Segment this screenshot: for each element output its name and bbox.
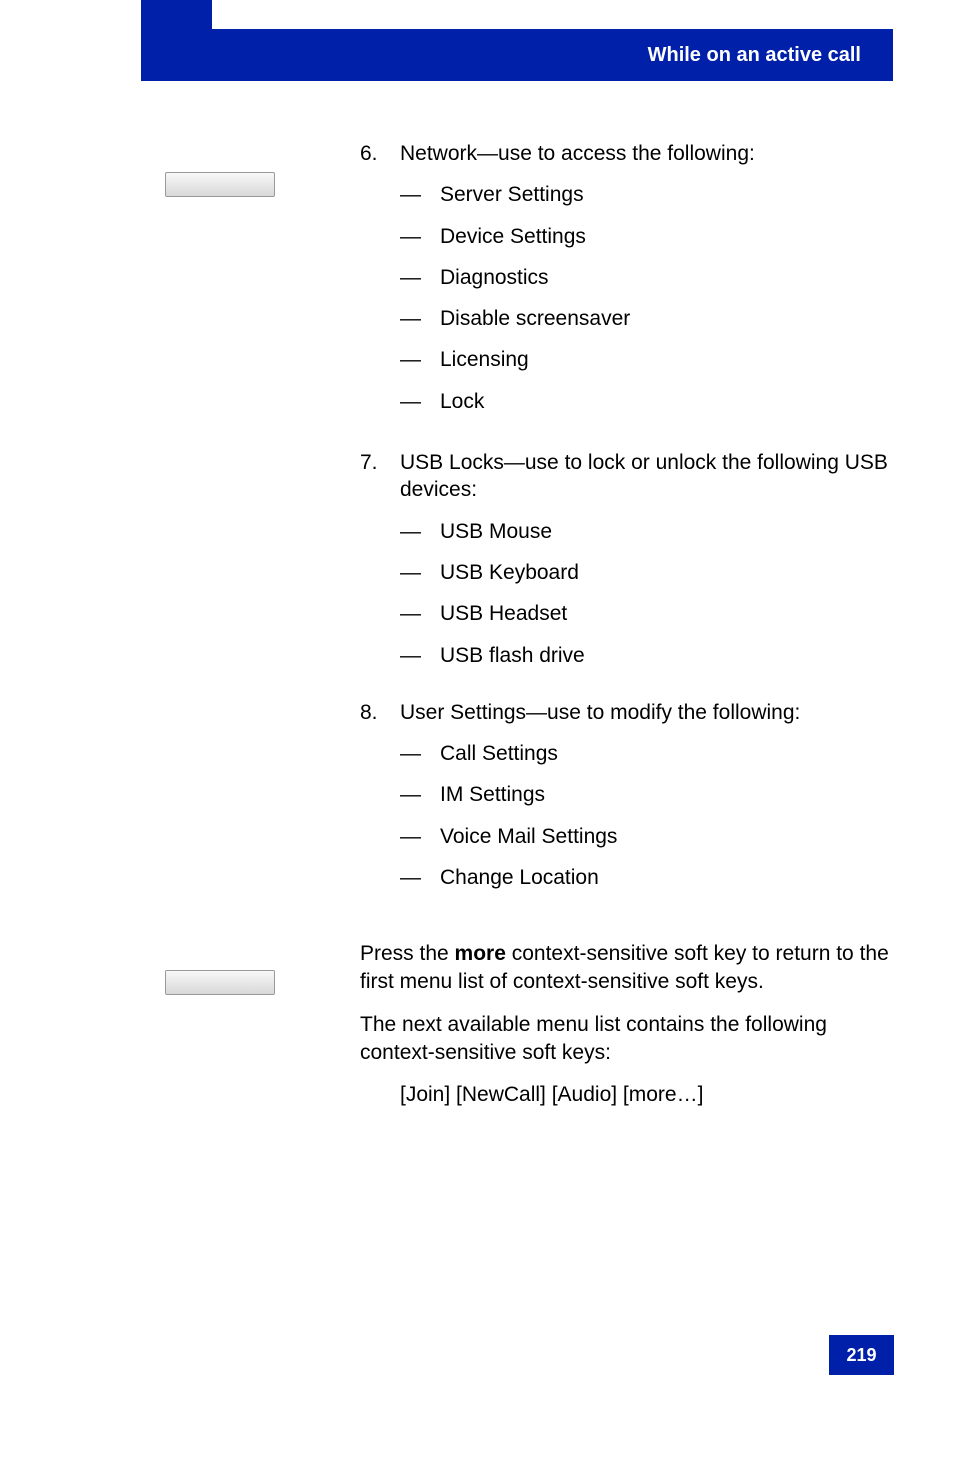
sub-list-6: — Server Settings — Device Settings — Di… bbox=[400, 181, 900, 415]
page-number: 219 bbox=[846, 1345, 876, 1366]
sub-item-text: IM Settings bbox=[440, 781, 545, 808]
sub-item: — Voice Mail Settings bbox=[400, 823, 900, 850]
sub-item-text: USB flash drive bbox=[440, 642, 585, 669]
dash-icon: — bbox=[400, 781, 440, 808]
item-number: 6. bbox=[360, 140, 400, 429]
sub-item: — Disable screensaver bbox=[400, 305, 900, 332]
sub-item-text: Call Settings bbox=[440, 740, 558, 767]
para1-prefix: Press the bbox=[360, 942, 455, 965]
list-item-7: 7. USB Locks—use to lock or unlock the f… bbox=[360, 449, 900, 683]
sub-item: — Device Settings bbox=[400, 223, 900, 250]
main-content: 6. Network—use to access the following: … bbox=[165, 140, 900, 921]
paragraph-1: Press the more context-sensitive soft ke… bbox=[360, 940, 900, 997]
item-text: Network—use to access the following: bbox=[400, 142, 755, 165]
header-title: While on an active call bbox=[648, 44, 861, 67]
sub-item-text: Voice Mail Settings bbox=[440, 823, 617, 850]
softkey-button-2[interactable] bbox=[165, 970, 275, 995]
sub-item: — Change Location bbox=[400, 864, 900, 891]
sub-item: — Lock bbox=[400, 388, 900, 415]
dash-icon: — bbox=[400, 642, 440, 669]
sub-item-text: USB Mouse bbox=[440, 518, 552, 545]
page-number-box: 219 bbox=[829, 1335, 894, 1375]
sub-item-text: USB Headset bbox=[440, 600, 567, 627]
left-blue-bar bbox=[141, 0, 212, 81]
sub-item: — USB Keyboard bbox=[400, 559, 900, 586]
sub-item-text: Device Settings bbox=[440, 223, 586, 250]
sub-item: — Server Settings bbox=[400, 181, 900, 208]
sub-item-text: USB Keyboard bbox=[440, 559, 579, 586]
sub-item-text: Change Location bbox=[440, 864, 599, 891]
sub-item-text: Server Settings bbox=[440, 181, 584, 208]
item-text: User Settings—use to modify the followin… bbox=[400, 701, 800, 724]
sub-item: — Licensing bbox=[400, 346, 900, 373]
sub-list-8: — Call Settings — IM Settings — Voice Ma… bbox=[400, 740, 900, 891]
dash-icon: — bbox=[400, 305, 440, 332]
sub-item: — Call Settings bbox=[400, 740, 900, 767]
dash-icon: — bbox=[400, 559, 440, 586]
para1-bold: more bbox=[455, 942, 506, 965]
sub-item-text: Diagnostics bbox=[440, 264, 549, 291]
sub-item: — Diagnostics bbox=[400, 264, 900, 291]
dash-icon: — bbox=[400, 264, 440, 291]
paragraph-2: The next available menu list contains th… bbox=[360, 1011, 900, 1068]
dash-icon: — bbox=[400, 518, 440, 545]
body-text-section: Press the more context-sensitive soft ke… bbox=[360, 940, 900, 1124]
list-item-8: 8. User Settings—use to modify the follo… bbox=[360, 699, 900, 905]
item-text: USB Locks—use to lock or unlock the foll… bbox=[400, 451, 888, 501]
numbered-list: 6. Network—use to access the following: … bbox=[360, 140, 900, 905]
sub-item: — USB flash drive bbox=[400, 642, 900, 669]
sub-item: — USB Mouse bbox=[400, 518, 900, 545]
sub-item-text: Lock bbox=[440, 388, 484, 415]
sub-item-text: Disable screensaver bbox=[440, 305, 630, 332]
dash-icon: — bbox=[400, 600, 440, 627]
dash-icon: — bbox=[400, 181, 440, 208]
paragraph-3: [Join] [NewCall] [Audio] [more…] bbox=[360, 1081, 900, 1109]
dash-icon: — bbox=[400, 823, 440, 850]
sub-item: — IM Settings bbox=[400, 781, 900, 808]
sub-list-7: — USB Mouse — USB Keyboard — USB Headset bbox=[400, 518, 900, 669]
sub-item-text: Licensing bbox=[440, 346, 529, 373]
dash-icon: — bbox=[400, 864, 440, 891]
dash-icon: — bbox=[400, 388, 440, 415]
sub-item: — USB Headset bbox=[400, 600, 900, 627]
list-item-6: 6. Network—use to access the following: … bbox=[360, 140, 900, 429]
dash-icon: — bbox=[400, 223, 440, 250]
item-number: 8. bbox=[360, 699, 400, 905]
dash-icon: — bbox=[400, 740, 440, 767]
item-number: 7. bbox=[360, 449, 400, 683]
dash-icon: — bbox=[400, 346, 440, 373]
header-bar: While on an active call bbox=[212, 29, 893, 81]
